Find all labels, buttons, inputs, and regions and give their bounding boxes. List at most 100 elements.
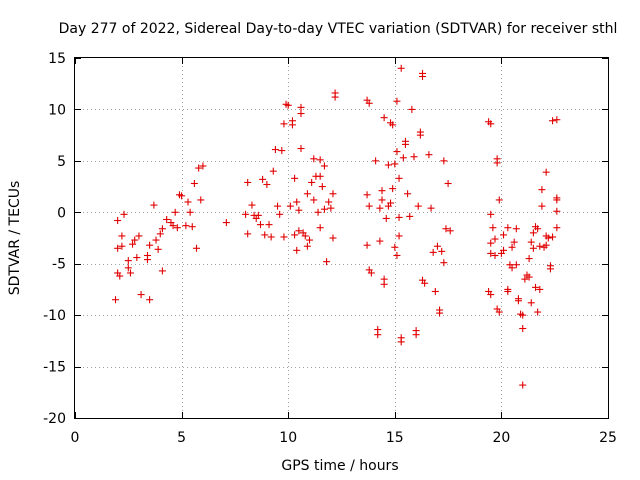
data-point [316,156,324,164]
data-point [182,222,190,230]
data-point [178,192,186,200]
data-point [397,338,405,346]
data-point [158,225,166,233]
data-point [118,232,126,240]
data-point [310,155,318,163]
data-point [508,243,516,251]
data-point [120,210,128,218]
data-point [440,259,448,267]
y-tick-label: -10 [43,308,66,324]
data-point [529,244,537,252]
data-point [297,103,305,111]
data-point [263,181,271,189]
data-point [510,238,518,246]
data-point [269,167,277,175]
data-point [549,117,557,125]
data-point [389,185,397,193]
y-tick-label: -15 [43,360,66,376]
data-point [365,202,373,210]
data-point [323,258,331,266]
data-point [124,257,132,265]
data-point [553,207,561,215]
data-point [406,212,414,220]
axis-ticks: 0 5 10 15 20 25 -20 -15 -10 -5 0 5 10 15 [43,51,617,446]
data-point [169,222,177,230]
data-point [538,186,546,194]
data-point [288,121,296,129]
data-point [525,273,533,281]
data-points [112,64,561,389]
data-point [553,224,561,232]
data-point [331,93,339,101]
data-point [137,291,145,299]
data-point [367,269,375,277]
data-point [553,116,561,124]
data-point [363,191,371,199]
data-point [146,241,154,249]
data-point [133,254,141,262]
data-point [514,297,522,305]
data-point [242,210,250,218]
x-axis-label: GPS time / hours [281,458,398,474]
data-point [495,308,503,316]
data-point [384,161,392,169]
data-point [538,202,546,210]
data-point [536,242,544,250]
data-point [401,137,409,145]
data-point [244,230,252,238]
data-point [116,272,124,280]
data-point [512,261,520,269]
data-point [114,244,122,252]
y-tick-label: 0 [57,205,66,221]
x-tick-label: 5 [177,430,186,446]
data-point [500,246,508,254]
data-point [519,325,527,333]
data-point [184,198,192,206]
data-point [152,236,160,244]
data-point [197,196,205,204]
data-point [519,311,527,319]
data-point [329,234,337,242]
data-point [293,198,301,206]
x-tick-label: 10 [279,430,297,446]
data-point [320,162,328,170]
data-point [261,231,269,239]
data-point [536,285,544,293]
data-point [310,196,318,204]
data-point [318,183,326,191]
data-point [295,206,303,214]
y-tick-label: 10 [48,102,66,118]
data-point [553,196,561,204]
data-point [436,309,444,317]
data-point [146,296,154,304]
data-point [395,232,403,240]
data-point [316,224,324,232]
data-point [393,148,401,156]
data-point [408,105,416,113]
data-point [419,73,427,81]
data-point [280,120,288,128]
data-point [259,175,267,183]
data-point [329,190,337,198]
data-point [529,229,537,237]
data-point [376,204,384,212]
data-point [135,232,143,240]
data-point [256,221,264,229]
y-axis-label: SDTVAR / TECUs [7,181,23,296]
data-point [199,162,207,170]
data-point [291,231,299,239]
data-point [487,291,495,299]
data-point [284,101,292,109]
data-point [188,223,196,231]
data-point [278,147,286,155]
data-point [190,179,198,187]
data-point [534,308,542,316]
data-point [504,287,512,295]
data-point [546,265,554,273]
data-point [519,381,527,389]
data-point [163,215,171,223]
data-point [244,178,252,186]
data-point [291,174,299,182]
data-point [316,172,324,180]
data-point [442,225,450,233]
